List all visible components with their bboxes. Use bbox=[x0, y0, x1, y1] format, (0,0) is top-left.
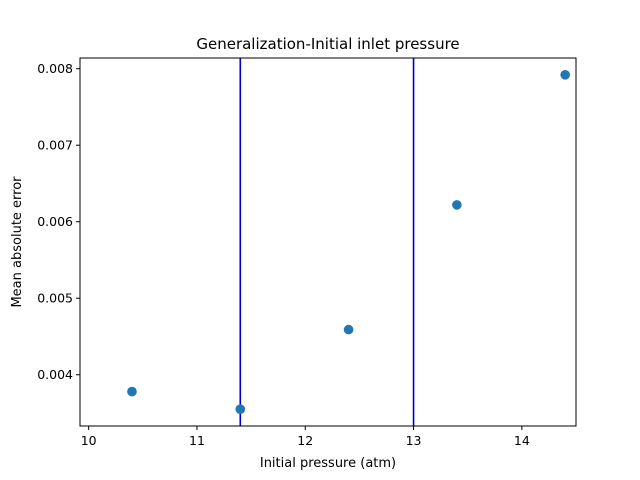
plot-frame bbox=[79, 57, 577, 427]
data-point-2 bbox=[343, 324, 354, 335]
y-tick-label-2: 0.006 bbox=[37, 214, 73, 229]
x-tick-label-4: 14 bbox=[514, 433, 530, 448]
y-tick-label-0: 0.004 bbox=[37, 367, 73, 382]
x-axis-label: Initial pressure (atm) bbox=[260, 456, 396, 471]
data-point-0 bbox=[127, 386, 137, 397]
y-axis-label: Mean absolute error bbox=[10, 176, 25, 308]
x-tick-label-0: 10 bbox=[81, 433, 97, 448]
data-point-3 bbox=[452, 200, 462, 210]
x-tick-label-3: 13 bbox=[406, 433, 422, 448]
data-point-4 bbox=[560, 70, 570, 80]
plot-area: 10 11 12 13 14 0.004 0.005 0.006 0.007 0.008 bbox=[37, 57, 577, 448]
x-tick-label-2: 12 bbox=[297, 433, 313, 448]
y-tick-label-4: 0.008 bbox=[37, 61, 73, 76]
data-point-1 bbox=[235, 404, 246, 414]
x-tick-label-1: 11 bbox=[189, 433, 205, 448]
y-tick-label-1: 0.005 bbox=[37, 291, 73, 306]
y-tick-label-3: 0.007 bbox=[37, 138, 73, 153]
chart-title: Generalization-Initial inlet pressure bbox=[196, 35, 459, 53]
